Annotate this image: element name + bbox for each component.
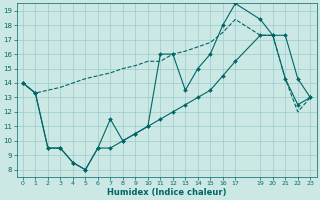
X-axis label: Humidex (Indice chaleur): Humidex (Indice chaleur) — [107, 188, 226, 197]
